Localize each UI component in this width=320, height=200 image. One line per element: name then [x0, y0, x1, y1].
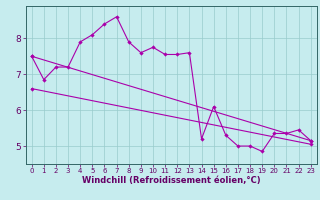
X-axis label: Windchill (Refroidissement éolien,°C): Windchill (Refroidissement éolien,°C): [82, 176, 260, 185]
